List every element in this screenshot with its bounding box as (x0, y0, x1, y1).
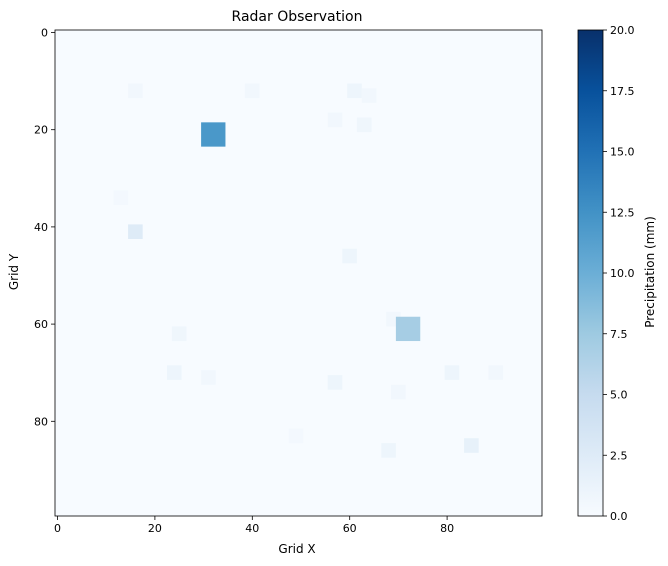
heatmap-cell (327, 375, 343, 390)
y-axis: 0 20 40 60 80 (34, 27, 55, 428)
heatmap-cell (444, 365, 460, 380)
heatmap-cell (381, 443, 396, 458)
y-tick-label: 80 (34, 415, 48, 428)
colorbar-tick-label: 20.0 (610, 24, 635, 37)
heatmap-cell (171, 326, 187, 342)
heatmap-plot (54, 29, 543, 517)
heatmap-cell (128, 224, 143, 239)
heatmap-cell (356, 117, 372, 133)
y-axis-label: Grid Y (7, 253, 21, 290)
heatmap-cell (288, 428, 304, 444)
colorbar-tick-label: 5.0 (610, 389, 628, 402)
colorbar-gradient (577, 29, 604, 517)
heatmap-cell (128, 83, 143, 99)
x-axis-label: Grid X (278, 542, 315, 556)
heatmap-cell (488, 365, 504, 380)
heatmap-cell (201, 122, 226, 147)
heatmap-cell (113, 190, 129, 205)
chart-title: Radar Observation (232, 9, 363, 25)
x-tick-label: 0 (54, 522, 61, 535)
y-tick-label: 0 (41, 27, 48, 40)
colorbar-tick-label: 12.5 (610, 206, 635, 219)
x-tick-label: 40 (245, 522, 259, 535)
colorbar: 0.0 2.5 5.0 7.5 10.0 12.5 15.0 17.5 20.0 (577, 24, 635, 523)
colorbar-label: Precipitation (mm) (643, 216, 657, 328)
plot-frame (54, 29, 543, 517)
heatmap-cells (113, 83, 504, 458)
colorbar-tick-label: 7.5 (610, 328, 628, 341)
x-axis: 0 20 40 60 80 (54, 516, 454, 535)
colorbar-tick-label: 0.0 (610, 510, 628, 523)
colorbar-tick-label: 2.5 (610, 449, 628, 462)
colorbar-tick-label: 10.0 (610, 267, 635, 280)
heatmap-cell (347, 83, 362, 99)
heatmap-cell (391, 384, 406, 400)
heatmap-cell (201, 370, 216, 385)
heatmap-cell (361, 88, 377, 103)
colorbar-tick-label: 15.0 (610, 146, 635, 159)
y-tick-label: 20 (34, 124, 48, 137)
colorbar-ticks: 0.0 2.5 5.0 7.5 10.0 12.5 15.0 17.5 20.0 (603, 24, 635, 523)
heatmap-cell (342, 248, 357, 264)
heatmap-cell (167, 365, 182, 380)
colorbar-tick-label: 17.5 (610, 85, 635, 98)
heatmap-cell (464, 438, 479, 453)
heatmap-cell (327, 112, 343, 128)
y-tick-label: 60 (34, 318, 48, 331)
x-tick-label: 60 (343, 522, 357, 535)
y-tick-label: 40 (34, 221, 48, 234)
x-tick-label: 20 (148, 522, 162, 535)
heatmap-cell (395, 316, 421, 342)
heatmap-cell (244, 83, 260, 99)
x-tick-label: 80 (440, 522, 454, 535)
